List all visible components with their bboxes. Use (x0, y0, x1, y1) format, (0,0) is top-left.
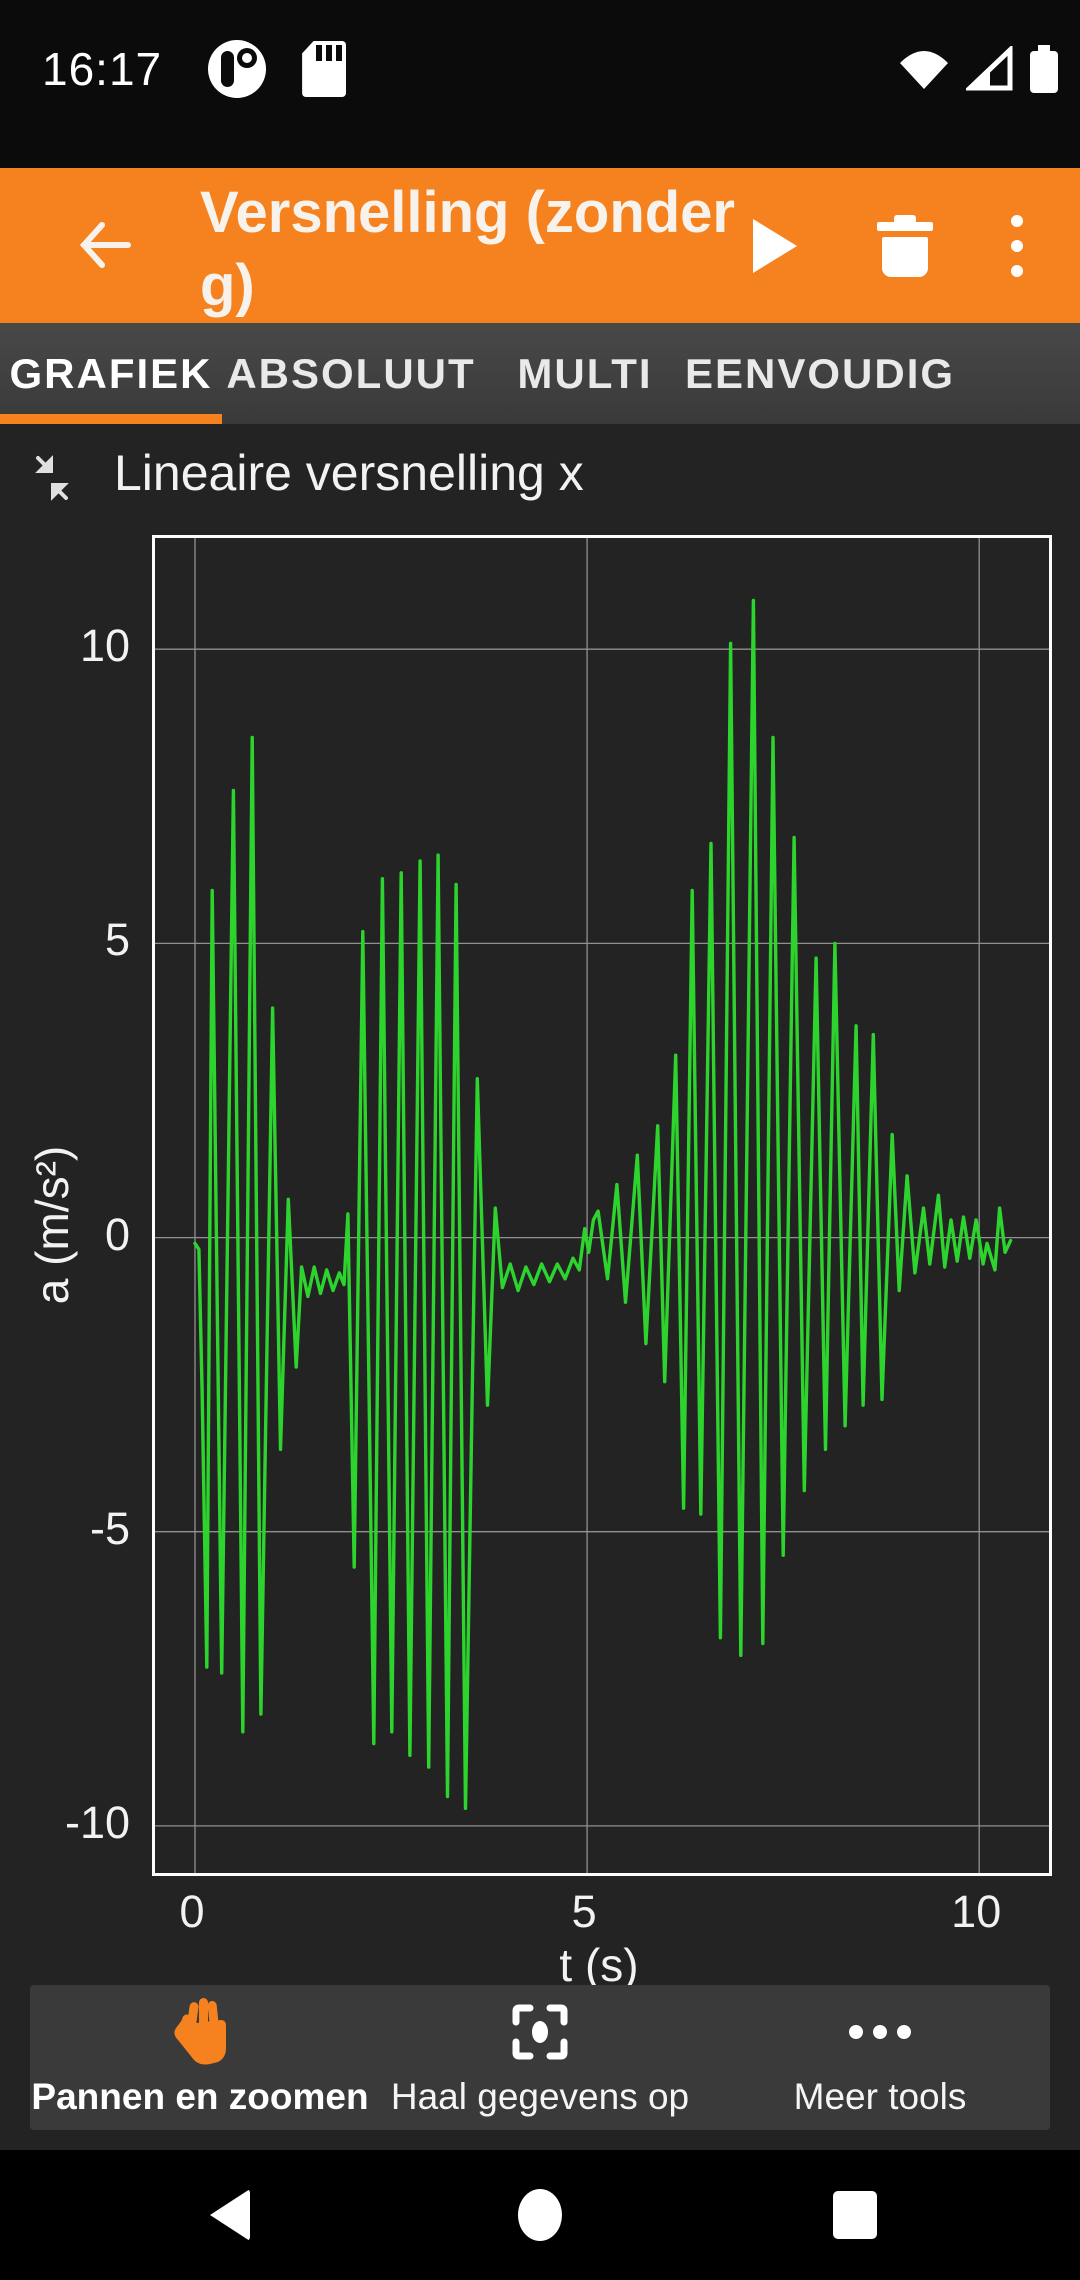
acceleration-plot[interactable] (152, 535, 1052, 1876)
tab-multi[interactable]: MULTI (517, 349, 653, 397)
tool-label: Haal gegevens op (390, 2075, 690, 2117)
app-bar: Versnelling (zonder g) (0, 168, 1080, 323)
back-arrow-icon (79, 222, 131, 268)
tool-label: Pannen en zoomen (31, 2075, 369, 2117)
y-axis-label: a (m/s²) (26, 1145, 78, 1305)
graph-toolbar: Pannen en zoomen Haal gegevens op (30, 1985, 1050, 2130)
tab-absoluut[interactable]: ABSOLUUT (226, 349, 476, 397)
kebab-menu-icon (1011, 214, 1023, 277)
y-tick-label: 0 (104, 1208, 130, 1260)
waveform-svg (155, 538, 1049, 1873)
nav-back-button[interactable] (170, 2150, 290, 2280)
hand-icon (168, 1997, 232, 2066)
nav-back-icon (210, 2189, 250, 2241)
phyphox-notification-icon (208, 40, 267, 98)
collapse-graph-button[interactable] (26, 452, 78, 504)
android-navigation-bar (0, 2150, 1080, 2280)
tool-label: Meer tools (793, 2075, 967, 2117)
view-tab-bar: GRAFIEK ABSOLUUT MULTI EENVOUDIG (0, 323, 1080, 424)
y-tick-label: 10 (79, 620, 130, 672)
x-tick-label: 5 (571, 1886, 597, 1937)
more-dots-icon (849, 1998, 911, 2066)
nav-home-icon (518, 2189, 562, 2241)
clock: 16:17 (42, 43, 163, 95)
play-icon (753, 218, 797, 273)
collapse-arrows-icon (35, 455, 69, 501)
pick-data-button[interactable]: Haal gegevens op (370, 1985, 710, 2130)
y-tick-label: -5 (89, 1502, 130, 1554)
trash-icon (877, 214, 933, 277)
x-axis-ticks: 0 5 10 (152, 1886, 1046, 1946)
status-bar: 16:17 (0, 0, 1080, 168)
more-tools-button[interactable]: Meer tools (710, 1985, 1050, 2130)
graph-title: Lineaire versnelling x (114, 445, 584, 501)
y-tick-label: 5 (104, 914, 130, 966)
x-tick-label: 0 (179, 1886, 205, 1937)
nav-recents-icon (833, 2191, 877, 2239)
delete-data-button[interactable] (860, 168, 950, 323)
wifi-icon (900, 51, 948, 89)
nav-recents-button[interactable] (795, 2150, 915, 2280)
play-button[interactable] (730, 168, 820, 323)
tab-eenvoudig[interactable]: EENVOUDIG (684, 349, 956, 397)
x-tick-label: 10 (951, 1886, 1002, 1937)
experiment-title: Versnelling (zonder g) (200, 180, 735, 318)
nav-home-button[interactable] (480, 2150, 600, 2280)
sd-card-icon (302, 41, 347, 97)
overflow-menu-button[interactable] (972, 168, 1062, 323)
y-axis-ticks: 10 5 0 -5 -10 (0, 535, 138, 1870)
x-axis-label: t (s) (559, 1939, 639, 1991)
cell-signal-icon (966, 46, 1013, 91)
pick-data-icon (510, 1998, 570, 2066)
y-tick-label: -10 (64, 1796, 130, 1848)
back-button[interactable] (72, 212, 138, 278)
pan-zoom-button[interactable]: Pannen en zoomen (30, 1985, 370, 2130)
tab-grafiek[interactable]: GRAFIEK (0, 323, 222, 424)
battery-icon (1030, 45, 1058, 93)
